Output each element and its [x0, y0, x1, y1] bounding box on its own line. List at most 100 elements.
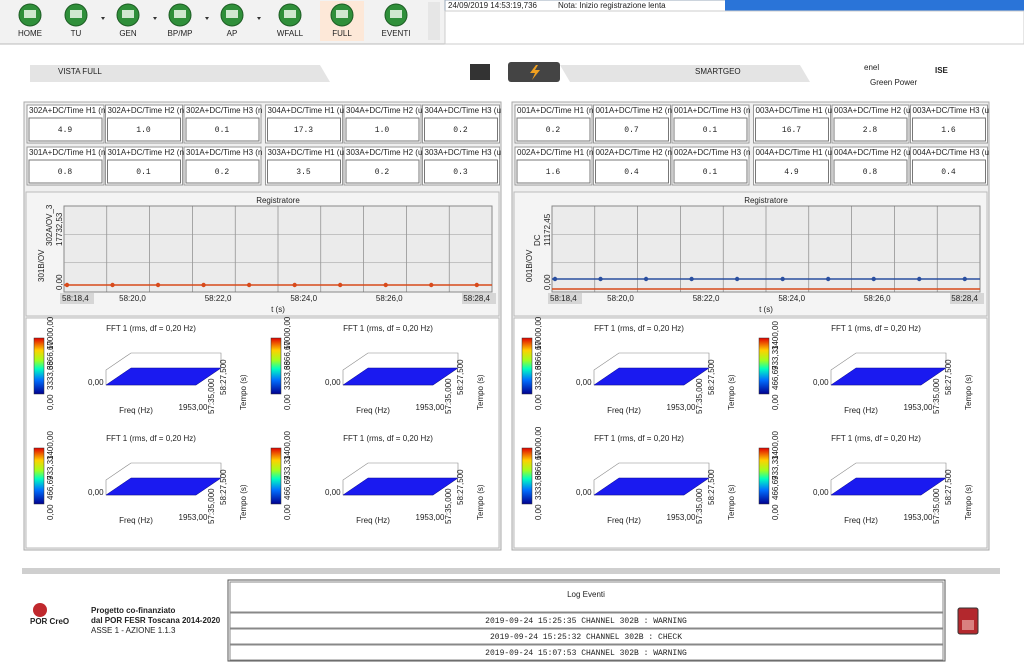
value-text: 0.8 — [863, 168, 878, 177]
status-bar-blue — [725, 0, 1024, 11]
toolbar-button[interactable]: TU — [64, 3, 105, 38]
x-tick-label: 58:22,0 — [205, 294, 232, 303]
value-field — [424, 117, 498, 142]
colorbar-label: 10000,00 — [534, 426, 543, 460]
x-tick-label: 58:18,4 — [62, 294, 89, 303]
time-max: 58:27,500 — [944, 469, 953, 505]
value-label: 002A+DC/Time H3 (n — [674, 148, 750, 157]
colorbar — [33, 337, 45, 395]
trace-dot — [780, 276, 785, 282]
freq-min: 0,00 — [576, 378, 592, 387]
freq-min: 0,00 — [576, 488, 592, 497]
toolbar-button[interactable]: HOME — [18, 3, 42, 38]
fft-y-label: Tempo (s) — [239, 484, 248, 520]
colorbar-label: 933,33 — [283, 455, 292, 480]
colorbar-label: 3333,33 — [283, 361, 292, 390]
trace-dot — [871, 276, 876, 282]
trace-dot — [110, 282, 115, 288]
fft-area — [25, 317, 500, 549]
colorbar — [33, 447, 45, 505]
logo-text: POR CreO — [30, 617, 69, 626]
value-field — [28, 159, 103, 184]
log-entry: 2019-09-24 15:07:53 CHANNEL 302B : WARNI… — [485, 649, 687, 658]
fft-title: FFT 1 (rms, df = 0,20 Hz) — [594, 324, 684, 333]
button-label: GEN — [119, 29, 137, 38]
value-label: 004A+DC/Time H1 (u — [756, 148, 832, 157]
fft-surface — [593, 477, 710, 496]
toolbar-button[interactable]: BP/MP — [168, 3, 209, 38]
project-text: ASSE 1 - AZIONE 1.1.3 — [91, 626, 176, 635]
toolbar-button[interactable]: FULL — [320, 1, 364, 41]
value-text: 1.0 — [375, 126, 390, 135]
value-label: 301A+DC/Time H2 (n — [108, 148, 184, 157]
button-icon-screen — [390, 10, 402, 18]
toolbar-button[interactable]: EVENTI — [382, 3, 411, 38]
x-axis-label: t (s) — [759, 305, 773, 314]
fft-x-label: Freq (Hz) — [607, 406, 641, 415]
trace-dot — [917, 276, 922, 282]
toolbar-button[interactable]: AP — [220, 3, 261, 38]
colorbar-label: 466,67 — [771, 365, 780, 390]
value-text: 0.2 — [453, 126, 468, 135]
button-label: WFALL — [277, 29, 304, 38]
time-max: 58:27,500 — [707, 359, 716, 395]
colorbar-label: 466,67 — [283, 475, 292, 500]
fft-x-label: Freq (Hz) — [844, 406, 878, 415]
toolbar-button[interactable]: WFALL — [277, 3, 304, 38]
value-field — [267, 159, 341, 184]
value-text: 0.2 — [215, 168, 230, 177]
value-text: 0.2 — [546, 126, 561, 135]
value-label: 304A+DC/Time H3 (u — [425, 106, 501, 115]
value-label: 302A+DC/Time H1 (n — [29, 106, 105, 115]
colorbar — [758, 337, 770, 395]
freq-max: 1953,00 — [416, 513, 445, 522]
time-min: 57:35,000 — [207, 378, 216, 414]
x-tick-label: 58:28,4 — [463, 294, 490, 303]
trace-dot — [337, 282, 343, 288]
toolbar-button[interactable]: GEN — [116, 3, 157, 38]
button-label: HOME — [18, 29, 42, 38]
colorbar — [521, 447, 533, 505]
x-tick-label: 58:18,4 — [550, 294, 577, 303]
colorbar-label: 0,00 — [46, 394, 55, 410]
x-axis-label: t (s) — [271, 305, 285, 314]
value-label: 001A+DC/Time H3 (n — [674, 106, 750, 115]
fft-x-label: Freq (Hz) — [844, 516, 878, 525]
page-title: VISTA FULL — [58, 67, 102, 76]
fft-x-label: Freq (Hz) — [607, 516, 641, 525]
fft-surface — [105, 367, 222, 386]
freq-max: 1953,00 — [179, 403, 208, 412]
x-tick-label: 58:22,0 — [693, 294, 720, 303]
fft-title: FFT 1 (rms, df = 0,20 Hz) — [343, 324, 433, 333]
value-text: 2.8 — [863, 126, 878, 135]
value-label: 004A+DC/Time H3 (u — [913, 148, 989, 157]
status-area — [444, 10, 1024, 45]
y-max-label: 11172,45 — [543, 213, 552, 246]
fft-title: FFT 1 (rms, df = 0,20 Hz) — [106, 324, 196, 333]
freq-min: 0,00 — [88, 378, 104, 387]
dropdown-arrow — [257, 17, 261, 20]
colorbar-label: 1400,00 — [283, 431, 292, 460]
dropdown-arrow — [153, 17, 157, 20]
fft-y-label: Tempo (s) — [964, 484, 973, 520]
x-tick-label: 58:24,0 — [290, 294, 317, 303]
log-row — [229, 628, 944, 645]
trace-dot — [598, 276, 603, 282]
value-text: 0.4 — [941, 168, 956, 177]
button-icon-screen — [284, 10, 296, 18]
value-label: 301A+DC/Time H1 (n — [29, 148, 105, 157]
series-label: 001B/OV — [525, 249, 534, 282]
trace-dot — [825, 276, 831, 282]
button-label: BP/MP — [168, 29, 193, 38]
trace-dot — [643, 276, 649, 282]
trace-dot — [201, 282, 206, 288]
colorbar — [521, 337, 533, 395]
colorbar — [270, 337, 282, 395]
button-icon-screen — [122, 10, 134, 18]
time-min: 57:35,000 — [932, 488, 941, 524]
value-field — [673, 117, 748, 142]
time-max: 58:27,500 — [456, 359, 465, 395]
fft-y-label: Tempo (s) — [476, 374, 485, 410]
colorbar-label: 6666,67 — [46, 341, 55, 370]
x-tick-label: 58:26,0 — [864, 294, 891, 303]
